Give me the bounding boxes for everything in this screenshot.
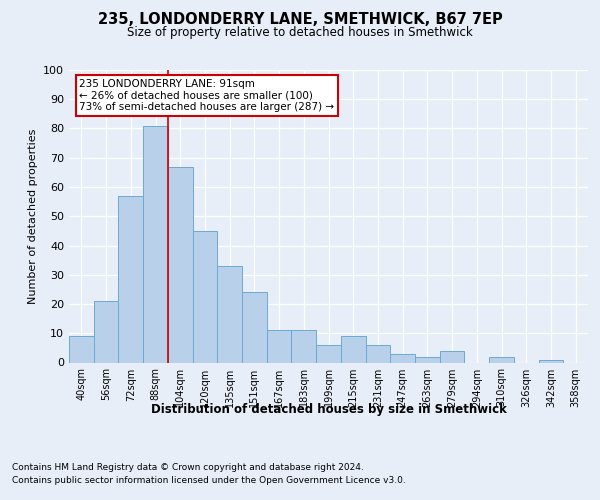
Bar <box>69 336 94 362</box>
Bar <box>94 301 118 362</box>
Bar <box>242 292 267 362</box>
Text: Contains public sector information licensed under the Open Government Licence v3: Contains public sector information licen… <box>12 476 406 485</box>
Bar <box>390 354 415 362</box>
Bar <box>341 336 365 362</box>
Y-axis label: Number of detached properties: Number of detached properties <box>28 128 38 304</box>
Bar <box>217 266 242 362</box>
Text: Distribution of detached houses by size in Smethwick: Distribution of detached houses by size … <box>151 402 507 415</box>
Bar <box>193 231 217 362</box>
Bar <box>365 345 390 362</box>
Bar <box>168 166 193 362</box>
Bar <box>292 330 316 362</box>
Bar <box>489 356 514 362</box>
Bar <box>118 196 143 362</box>
Bar <box>440 351 464 362</box>
Text: Contains HM Land Registry data © Crown copyright and database right 2024.: Contains HM Land Registry data © Crown c… <box>12 462 364 471</box>
Bar <box>267 330 292 362</box>
Bar <box>415 356 440 362</box>
Bar <box>143 126 168 362</box>
Text: 235, LONDONDERRY LANE, SMETHWICK, B67 7EP: 235, LONDONDERRY LANE, SMETHWICK, B67 7E… <box>98 12 502 28</box>
Text: 235 LONDONDERRY LANE: 91sqm
← 26% of detached houses are smaller (100)
73% of se: 235 LONDONDERRY LANE: 91sqm ← 26% of det… <box>79 79 335 112</box>
Bar <box>539 360 563 362</box>
Bar <box>316 345 341 362</box>
Text: Size of property relative to detached houses in Smethwick: Size of property relative to detached ho… <box>127 26 473 39</box>
